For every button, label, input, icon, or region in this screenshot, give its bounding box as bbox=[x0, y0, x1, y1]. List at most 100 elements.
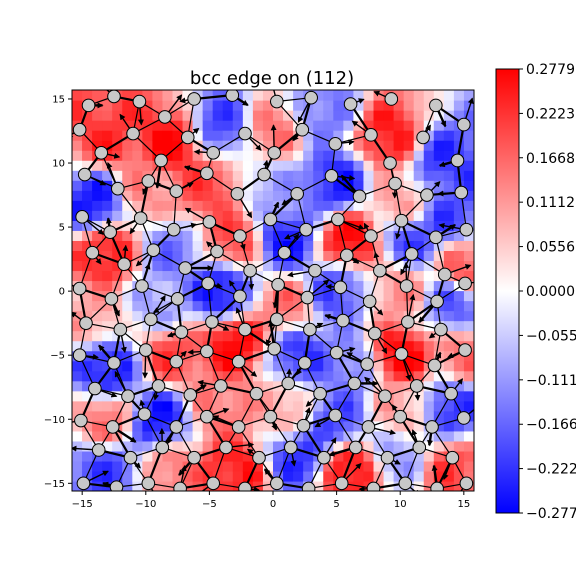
atom-marker bbox=[121, 389, 135, 403]
heatmap-cell bbox=[242, 390, 254, 402]
atom-marker bbox=[458, 276, 472, 291]
heatmap-cell bbox=[202, 440, 214, 452]
heatmap-cell bbox=[383, 110, 395, 121]
heatmap-cell bbox=[373, 130, 385, 141]
heatmap-cell bbox=[403, 430, 415, 442]
heatmap-cell bbox=[393, 380, 405, 392]
heatmap-cell bbox=[212, 340, 224, 352]
heatmap-cell bbox=[232, 120, 244, 131]
heatmap-cell bbox=[92, 420, 103, 432]
heatmap-cell bbox=[222, 130, 234, 141]
heatmap-cell bbox=[112, 280, 123, 292]
heatmap-cell bbox=[112, 230, 123, 241]
x-tick-label: −15 bbox=[72, 499, 93, 510]
heatmap-cell bbox=[343, 320, 354, 332]
atom-marker bbox=[230, 186, 245, 201]
heatmap-cell bbox=[413, 430, 425, 442]
heatmap-cell bbox=[262, 450, 274, 462]
heatmap-cell bbox=[122, 350, 133, 362]
heatmap-cell bbox=[212, 460, 224, 472]
heatmap-cell bbox=[72, 150, 83, 161]
heatmap-cell bbox=[112, 380, 123, 392]
heatmap-cell bbox=[232, 390, 244, 402]
heatmap-cell bbox=[423, 480, 435, 491]
heatmap-cell bbox=[72, 390, 83, 402]
heatmap-cell bbox=[343, 280, 354, 292]
heatmap-cell bbox=[303, 280, 314, 292]
atom-marker bbox=[317, 450, 331, 465]
heatmap-cell bbox=[232, 170, 244, 181]
heatmap-cell bbox=[162, 140, 174, 151]
heatmap-cell bbox=[363, 370, 375, 382]
heatmap-cell bbox=[142, 210, 153, 221]
heatmap-cell bbox=[222, 350, 234, 362]
heatmap-cell bbox=[453, 250, 465, 262]
heatmap-cell bbox=[132, 420, 143, 432]
heatmap-cell bbox=[122, 90, 133, 101]
heatmap-cell bbox=[433, 420, 445, 432]
heatmap-cell bbox=[273, 350, 284, 362]
heatmap-cell bbox=[353, 260, 365, 272]
heatmap-cell bbox=[333, 120, 344, 131]
heatmap-cell bbox=[132, 140, 143, 151]
heatmap-cell bbox=[152, 190, 164, 201]
heatmap-cell bbox=[212, 180, 224, 191]
heatmap-cell bbox=[403, 400, 415, 412]
heatmap-cell bbox=[463, 370, 474, 382]
heatmap-cell bbox=[92, 460, 103, 472]
heatmap-cell bbox=[122, 160, 133, 171]
heatmap-cell bbox=[72, 270, 83, 282]
heatmap-cell bbox=[333, 250, 344, 262]
heatmap-cell bbox=[323, 100, 334, 111]
heatmap-cell bbox=[383, 140, 395, 151]
heatmap-cell bbox=[262, 300, 274, 312]
atom-marker bbox=[214, 379, 228, 393]
heatmap-cell bbox=[403, 230, 415, 241]
heatmap-cell bbox=[222, 210, 234, 221]
heatmap-cell bbox=[242, 200, 254, 211]
atom-marker bbox=[416, 130, 430, 145]
heatmap-cell bbox=[82, 330, 93, 342]
heatmap-cell bbox=[222, 120, 234, 131]
heatmap-cell bbox=[72, 470, 83, 482]
heatmap-cell bbox=[82, 450, 93, 462]
heatmap-cell bbox=[152, 340, 164, 352]
heatmap-cell bbox=[252, 130, 264, 141]
heatmap-cell bbox=[323, 270, 334, 282]
heatmap-cell bbox=[192, 220, 204, 231]
heatmap-cell bbox=[393, 170, 405, 181]
heatmap-cell bbox=[333, 450, 344, 462]
heatmap-cell bbox=[152, 90, 164, 101]
heatmap-cell bbox=[463, 390, 474, 402]
heatmap-cell bbox=[283, 170, 294, 181]
heatmap-cell bbox=[142, 200, 153, 211]
heatmap-cell bbox=[112, 120, 123, 131]
heatmap-cell bbox=[192, 460, 204, 472]
heatmap-cell bbox=[122, 250, 133, 262]
heatmap-cell bbox=[453, 90, 465, 101]
heatmap-cell bbox=[82, 310, 93, 322]
heatmap-cell bbox=[313, 460, 324, 472]
heatmap-cell bbox=[333, 290, 344, 302]
heatmap-cell bbox=[152, 120, 164, 131]
atom-marker bbox=[113, 322, 128, 337]
atom-marker bbox=[281, 376, 296, 391]
heatmap-cell bbox=[112, 240, 123, 251]
heatmap-cell bbox=[413, 420, 425, 432]
heatmap-cell bbox=[252, 160, 264, 171]
atom-marker bbox=[393, 409, 408, 424]
atom-marker bbox=[328, 137, 343, 151]
heatmap-cell bbox=[162, 100, 174, 111]
heatmap-cell bbox=[373, 450, 385, 462]
heatmap-cell bbox=[413, 460, 425, 472]
heatmap-cell bbox=[162, 370, 174, 382]
heatmap-cell bbox=[443, 90, 455, 101]
atom-marker bbox=[409, 379, 424, 393]
heatmap-cell bbox=[393, 260, 405, 272]
heatmap-cell bbox=[353, 90, 365, 101]
heatmap-cell bbox=[212, 130, 224, 141]
heatmap-cell bbox=[252, 280, 264, 292]
heatmap-cell bbox=[202, 270, 214, 282]
heatmap-cell bbox=[182, 300, 194, 312]
heatmap-cell bbox=[152, 130, 164, 141]
